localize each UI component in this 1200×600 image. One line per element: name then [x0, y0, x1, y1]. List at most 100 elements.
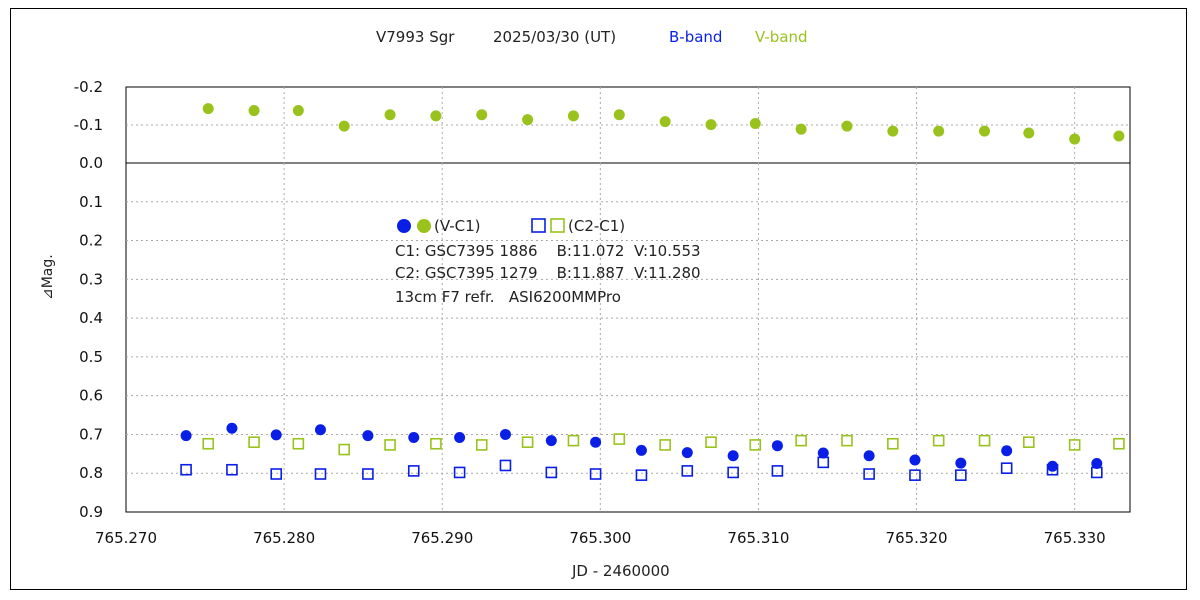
data-point-v-c2-c1 — [384, 439, 396, 451]
data-point-b-v-c1 — [771, 440, 783, 452]
y-tick-label-bottom: 0.2 — [79, 232, 103, 250]
data-point-v-v-c1 — [887, 125, 899, 137]
data-point-v-v-c1 — [202, 103, 214, 115]
legend-b-circle-marker — [397, 219, 411, 233]
data-point-v-v-c1 — [338, 120, 350, 132]
data-point-b-v-c1 — [270, 429, 282, 441]
chart-title-band-v: V-band — [755, 28, 808, 46]
data-point-b-c2-c1 — [771, 465, 784, 477]
data-point-b-v-c1 — [635, 444, 647, 456]
data-point-b-v-c1 — [545, 435, 557, 447]
data-point-v-v-c1 — [1069, 133, 1081, 145]
data-point-v-c2-c1 — [1113, 437, 1125, 450]
data-point-v-v-c1 — [1113, 130, 1125, 142]
data-point-b-c2-c1 — [863, 468, 875, 480]
chart-title-date: 2025/03/30 (UT) — [493, 28, 616, 46]
y-tick-label-bottom: 0.8 — [79, 464, 103, 482]
data-point-b-c2-c1 — [727, 466, 739, 479]
data-point-b-v-c1 — [817, 447, 829, 459]
legend-c1-info: C1: GSC7395 1886 B:11.072 V:10.553 — [395, 242, 701, 260]
data-point-v-c2-c1 — [292, 437, 305, 450]
data-point-b-v-c1 — [314, 424, 326, 436]
data-point-b-c2-c1 — [681, 465, 694, 477]
data-point-b-c2-c1 — [226, 463, 238, 476]
data-point-b-c2-c1 — [955, 469, 967, 481]
data-point-v-c2-c1 — [841, 434, 853, 447]
data-marks — [180, 103, 1125, 481]
legend-b-square-marker — [531, 218, 546, 233]
x-tick-label: 765.330 — [1044, 529, 1106, 547]
data-point-b-c2-c1 — [589, 468, 602, 480]
data-point-v-v-c1 — [841, 120, 853, 132]
data-point-v-v-c1 — [659, 116, 671, 128]
grid-lines — [126, 87, 1130, 512]
data-point-b-c2-c1 — [407, 465, 420, 477]
data-point-v-v-c1 — [749, 117, 761, 129]
data-point-b-c2-c1 — [1090, 466, 1103, 479]
y-tick-label-top: -0.2 — [74, 78, 103, 96]
chart-title-object: V7993 Sgr — [376, 28, 455, 46]
x-tick-label: 765.320 — [886, 529, 948, 547]
data-point-v-v-c1 — [292, 105, 304, 117]
y-tick-label-bottom: 0.7 — [79, 425, 103, 443]
x-tick-label: 765.280 — [253, 529, 315, 547]
data-point-b-v-c1 — [1047, 460, 1059, 472]
y-tick-label-top: 0.0 — [79, 154, 103, 172]
data-point-v-c2-c1 — [749, 439, 762, 451]
data-point-b-v-c1 — [226, 422, 238, 434]
y-tick-label-bottom: 0.3 — [79, 270, 103, 288]
data-point-b-c2-c1 — [545, 466, 558, 479]
data-point-v-v-c1 — [795, 123, 807, 135]
legend: (V-C1) (C2-C1) C1: GSC7395 1886 B:11.072… — [395, 217, 701, 306]
data-point-v-c2-c1 — [613, 433, 626, 445]
data-point-v-c2-c1 — [1023, 436, 1035, 449]
data-point-v-v-c1 — [705, 119, 717, 131]
legend-entry-c2-c1: (C2-C1) — [568, 217, 625, 235]
data-point-b-v-c1 — [499, 428, 511, 440]
data-point-v-c2-c1 — [705, 436, 717, 449]
legend-v-circle-marker — [417, 219, 431, 233]
legend-setup-info: 13cm F7 refr. ASI6200MMPro — [395, 288, 621, 306]
data-point-v-v-c1 — [567, 110, 579, 122]
data-point-v-v-c1 — [430, 110, 442, 122]
data-point-v-c2-c1 — [659, 439, 671, 451]
data-point-v-c2-c1 — [248, 436, 260, 449]
chart-frame — [10, 8, 1187, 590]
data-point-v-c2-c1 — [795, 434, 807, 447]
data-point-b-c2-c1 — [362, 468, 374, 480]
y-tick-label-top: -0.1 — [74, 116, 103, 134]
data-point-b-c2-c1 — [180, 463, 192, 476]
data-point-v-v-c1 — [1023, 127, 1035, 139]
data-point-v-v-c1 — [248, 105, 260, 117]
data-point-v-c2-c1 — [978, 434, 991, 447]
legend-v-square-marker — [550, 218, 565, 233]
data-point-b-c2-c1 — [314, 468, 327, 480]
x-tick-label: 765.270 — [95, 529, 157, 547]
data-point-b-v-c1 — [909, 454, 921, 466]
x-tick-label: 765.290 — [411, 529, 473, 547]
data-point-v-c2-c1 — [338, 443, 350, 456]
data-point-v-c2-c1 — [932, 434, 945, 447]
data-point-v-v-c1 — [476, 109, 488, 121]
data-point-b-c2-c1 — [270, 468, 283, 480]
data-point-v-c2-c1 — [567, 434, 580, 447]
data-point-v-v-c1 — [933, 125, 945, 137]
data-point-b-v-c1 — [454, 432, 466, 444]
data-point-v-c2-c1 — [475, 439, 488, 451]
data-point-v-c2-c1 — [430, 437, 442, 450]
y-tick-label-bottom: 0.4 — [79, 309, 103, 327]
data-point-b-v-c1 — [180, 430, 192, 442]
data-point-v-v-c1 — [613, 109, 625, 121]
x-tick-label: 765.300 — [569, 529, 631, 547]
data-point-b-v-c1 — [590, 436, 602, 448]
data-point-v-c2-c1 — [1068, 439, 1081, 451]
data-point-b-v-c1 — [1091, 458, 1103, 470]
data-point-b-c2-c1 — [1000, 462, 1013, 474]
tick-labels: 765.270 765.280 765.290 765.300 765.310 765.3… — [74, 78, 1106, 547]
data-point-v-c2-c1 — [521, 436, 534, 449]
data-point-b-c2-c1 — [453, 466, 466, 479]
data-point-b-v-c1 — [727, 450, 739, 462]
data-point-b-c2-c1 — [499, 459, 512, 472]
data-point-v-c2-c1 — [202, 437, 215, 450]
